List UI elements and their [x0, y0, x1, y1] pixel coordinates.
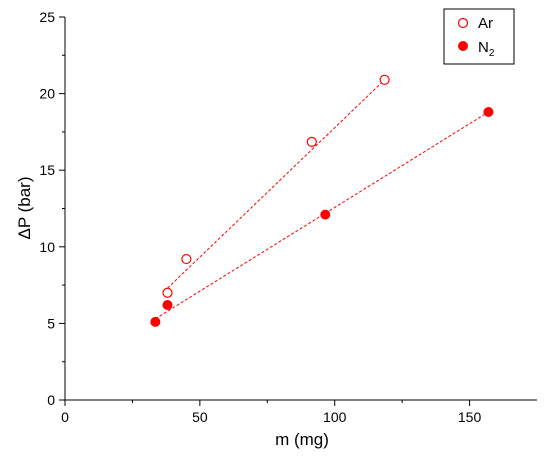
x-tick-label: 150 [458, 409, 482, 425]
data-point-ar [181, 253, 192, 265]
legend-label-n2-subscript: 2 [489, 48, 495, 59]
legend-label-n2: N2 [478, 39, 495, 59]
y-tick-label: 20 [39, 86, 55, 102]
x-tick-label: 50 [192, 409, 208, 425]
legend-label-n2-base: N [478, 39, 489, 56]
y-tick-label: 10 [39, 239, 55, 255]
fit-line-ar [167, 79, 385, 289]
y-tick-label: 15 [39, 162, 55, 178]
fit-lines [155, 79, 489, 320]
y-axis-title: ΔP (bar) [15, 176, 34, 239]
data-point-ar [379, 74, 390, 85]
legend: Ar N2 [443, 8, 515, 65]
axes [64, 17, 537, 401]
data-point-n2 [162, 300, 173, 311]
x-tick-label: 100 [323, 409, 347, 425]
legend-label-ar: Ar [478, 15, 493, 32]
legend-marker-ar [457, 17, 469, 29]
ticks [59, 16, 471, 406]
data-point-n2 [483, 106, 494, 117]
y-tick-label: 25 [39, 9, 55, 25]
data-point-ar [162, 287, 173, 298]
y-tick-label: 0 [47, 392, 55, 408]
legend-marker-n2 [458, 41, 468, 51]
y-tick-label: 5 [47, 315, 55, 331]
data-points [150, 74, 494, 327]
x-tick-label: 0 [61, 409, 69, 425]
tick-labels: 0 50 100 150 0 5 10 15 20 25 [39, 9, 481, 425]
data-point-n2 [150, 316, 161, 327]
legend-box [443, 8, 515, 65]
data-point-n2 [320, 209, 331, 220]
x-axis-title: m (mg) [275, 430, 329, 449]
data-point-ar [306, 136, 317, 147]
